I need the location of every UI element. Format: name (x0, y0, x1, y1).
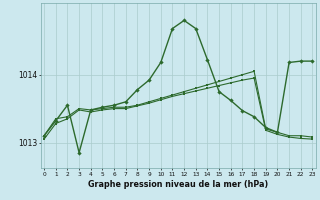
X-axis label: Graphe pression niveau de la mer (hPa): Graphe pression niveau de la mer (hPa) (88, 180, 268, 189)
